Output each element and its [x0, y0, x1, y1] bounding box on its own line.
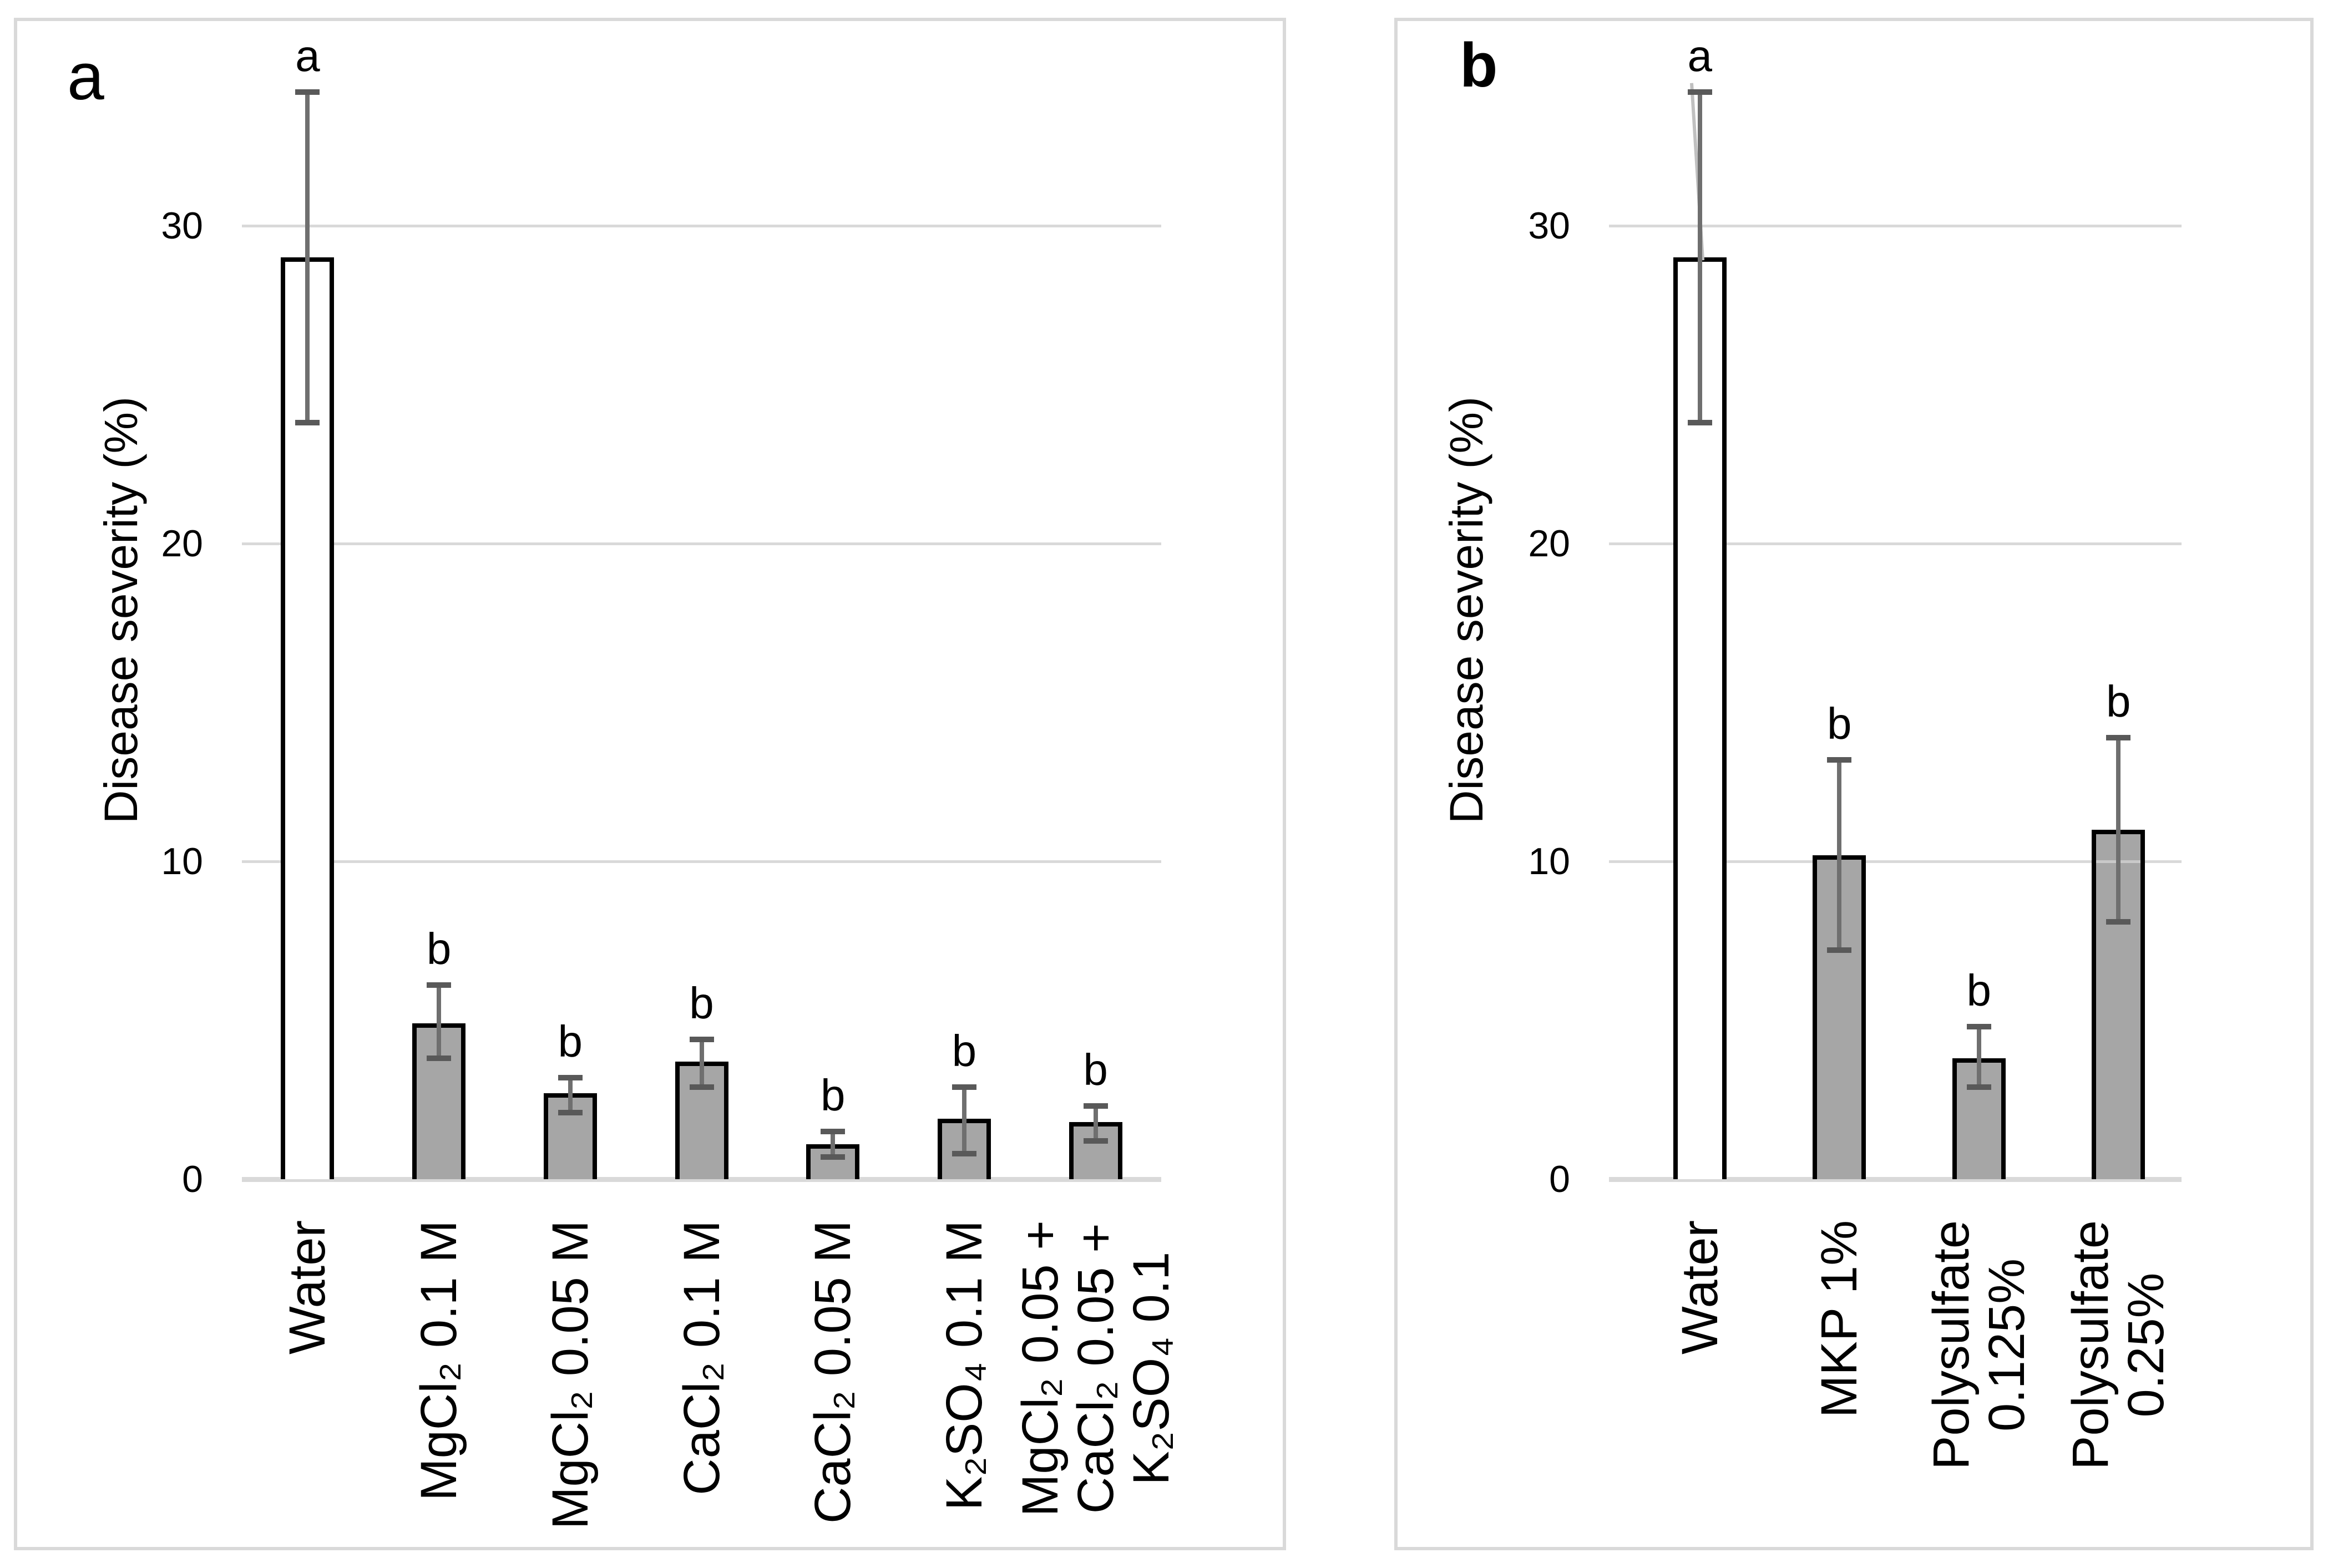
significance-letter: a: [295, 31, 320, 81]
error-bar-cap-bottom: [1966, 1084, 1991, 1090]
gridline-y20: [1609, 542, 2182, 545]
y-axis-title: Disease severity (%): [95, 396, 147, 824]
error-bar-line: [2116, 737, 2121, 922]
error-bar-cap-top: [1966, 1023, 1991, 1029]
error-bar-line: [831, 1131, 836, 1157]
error-bar-cap-top: [1687, 89, 1712, 95]
error-bar-cap-bottom: [1687, 420, 1712, 426]
error-bar-cap-top: [558, 1074, 583, 1080]
error-bar-cap-top: [689, 1036, 714, 1042]
error-bar-line: [305, 92, 310, 423]
x-category-label: Water: [1671, 1220, 1728, 1354]
error-bar-cap-bottom: [1827, 947, 1852, 953]
x-category-label: MgCl₂ 0.05 + CaCl₂ 0.05 + K₂SO₄ 0.1: [1011, 1220, 1180, 1517]
error-bar-cap-top: [295, 89, 320, 95]
y-tick-label: 30: [161, 205, 203, 247]
panel-b: b Disease severity (%) 0 10 20 30 a Water b MKP…: [1394, 18, 2314, 1550]
y-tick-label: 20: [1528, 522, 1570, 565]
panel-a: a Disease severity (%) 0 10 20 30 a Water b MgC…: [14, 18, 1286, 1550]
significance-letter: b: [952, 1026, 977, 1075]
significance-letter: b: [1966, 965, 1992, 1015]
y-tick-label: 10: [161, 840, 203, 882]
error-bar-cap-bottom: [821, 1154, 846, 1160]
y-tick-label: 10: [1528, 840, 1570, 882]
error-bar-line: [1976, 1026, 1981, 1087]
y-tick-label: 0: [1549, 1158, 1570, 1200]
error-bar-line: [1697, 92, 1702, 423]
x-axis-line: [242, 1177, 1161, 1182]
x-category-label: MKP 1%: [1811, 1220, 1868, 1418]
gridline-y30: [242, 225, 1161, 227]
error-bar-line: [699, 1039, 704, 1087]
error-bar-line: [437, 985, 442, 1059]
panel-b-letter: b: [1460, 31, 1498, 100]
error-bar-cap-bottom: [2106, 919, 2131, 925]
gridline-y30: [1609, 225, 2182, 227]
error-bar-cap-top: [1827, 757, 1852, 763]
significance-letter: b: [426, 924, 452, 974]
gridline-y10: [1609, 860, 2182, 863]
error-bar-cap-bottom: [1083, 1138, 1108, 1144]
error-bar-cap-top: [427, 982, 452, 988]
x-category-label: Polysulfate 0.25%: [2062, 1220, 2175, 1470]
error-bar-cap-bottom: [952, 1151, 976, 1157]
error-bar-cap-top: [821, 1129, 846, 1135]
bar-MKP 1%: [1813, 855, 1866, 1179]
error-bar-cap-bottom: [295, 420, 320, 426]
y-tick-label: 0: [182, 1158, 203, 1200]
significance-letter: b: [820, 1070, 846, 1120]
x-category-label: Polysulfate 0.125%: [1922, 1220, 2035, 1470]
panel-a-letter: a: [67, 39, 104, 114]
error-bar-cap-bottom: [689, 1084, 714, 1090]
error-bar-line: [568, 1077, 573, 1113]
error-bar-line: [1837, 759, 1842, 951]
significance-letter: b: [558, 1016, 583, 1066]
significance-letter: a: [1687, 31, 1713, 81]
y-axis-title: Disease severity (%): [1440, 396, 1492, 824]
significance-letter: b: [2106, 676, 2131, 726]
significance-letter: b: [689, 978, 714, 1028]
significance-letter: b: [1827, 698, 1852, 748]
error-bar-line: [961, 1087, 966, 1154]
x-category-label: CaCl₂ 0.1 M: [673, 1220, 730, 1495]
gridline-y10: [242, 860, 1161, 863]
x-category-label: K₂SO₄ 0.1 M: [935, 1220, 993, 1511]
y-tick-label: 20: [161, 522, 203, 565]
gridline-y20: [242, 542, 1161, 545]
x-category-label: Water: [279, 1220, 336, 1354]
error-bar-cap-top: [1083, 1103, 1108, 1109]
error-bar-cap-top: [2106, 734, 2131, 740]
y-tick-label: 30: [1528, 205, 1570, 247]
error-bar-cap-bottom: [558, 1109, 583, 1115]
x-category-label: MgCl₂ 0.1 M: [411, 1220, 468, 1501]
error-bar-line: [1093, 1106, 1098, 1141]
error-bar-cap-top: [952, 1084, 976, 1090]
x-category-label: MgCl₂ 0.05 M: [542, 1220, 599, 1530]
error-bar-cap-bottom: [427, 1056, 452, 1062]
x-category-label: CaCl₂ 0.05 M: [804, 1220, 862, 1524]
significance-letter: b: [1083, 1045, 1108, 1095]
x-axis-line: [1609, 1177, 2182, 1182]
